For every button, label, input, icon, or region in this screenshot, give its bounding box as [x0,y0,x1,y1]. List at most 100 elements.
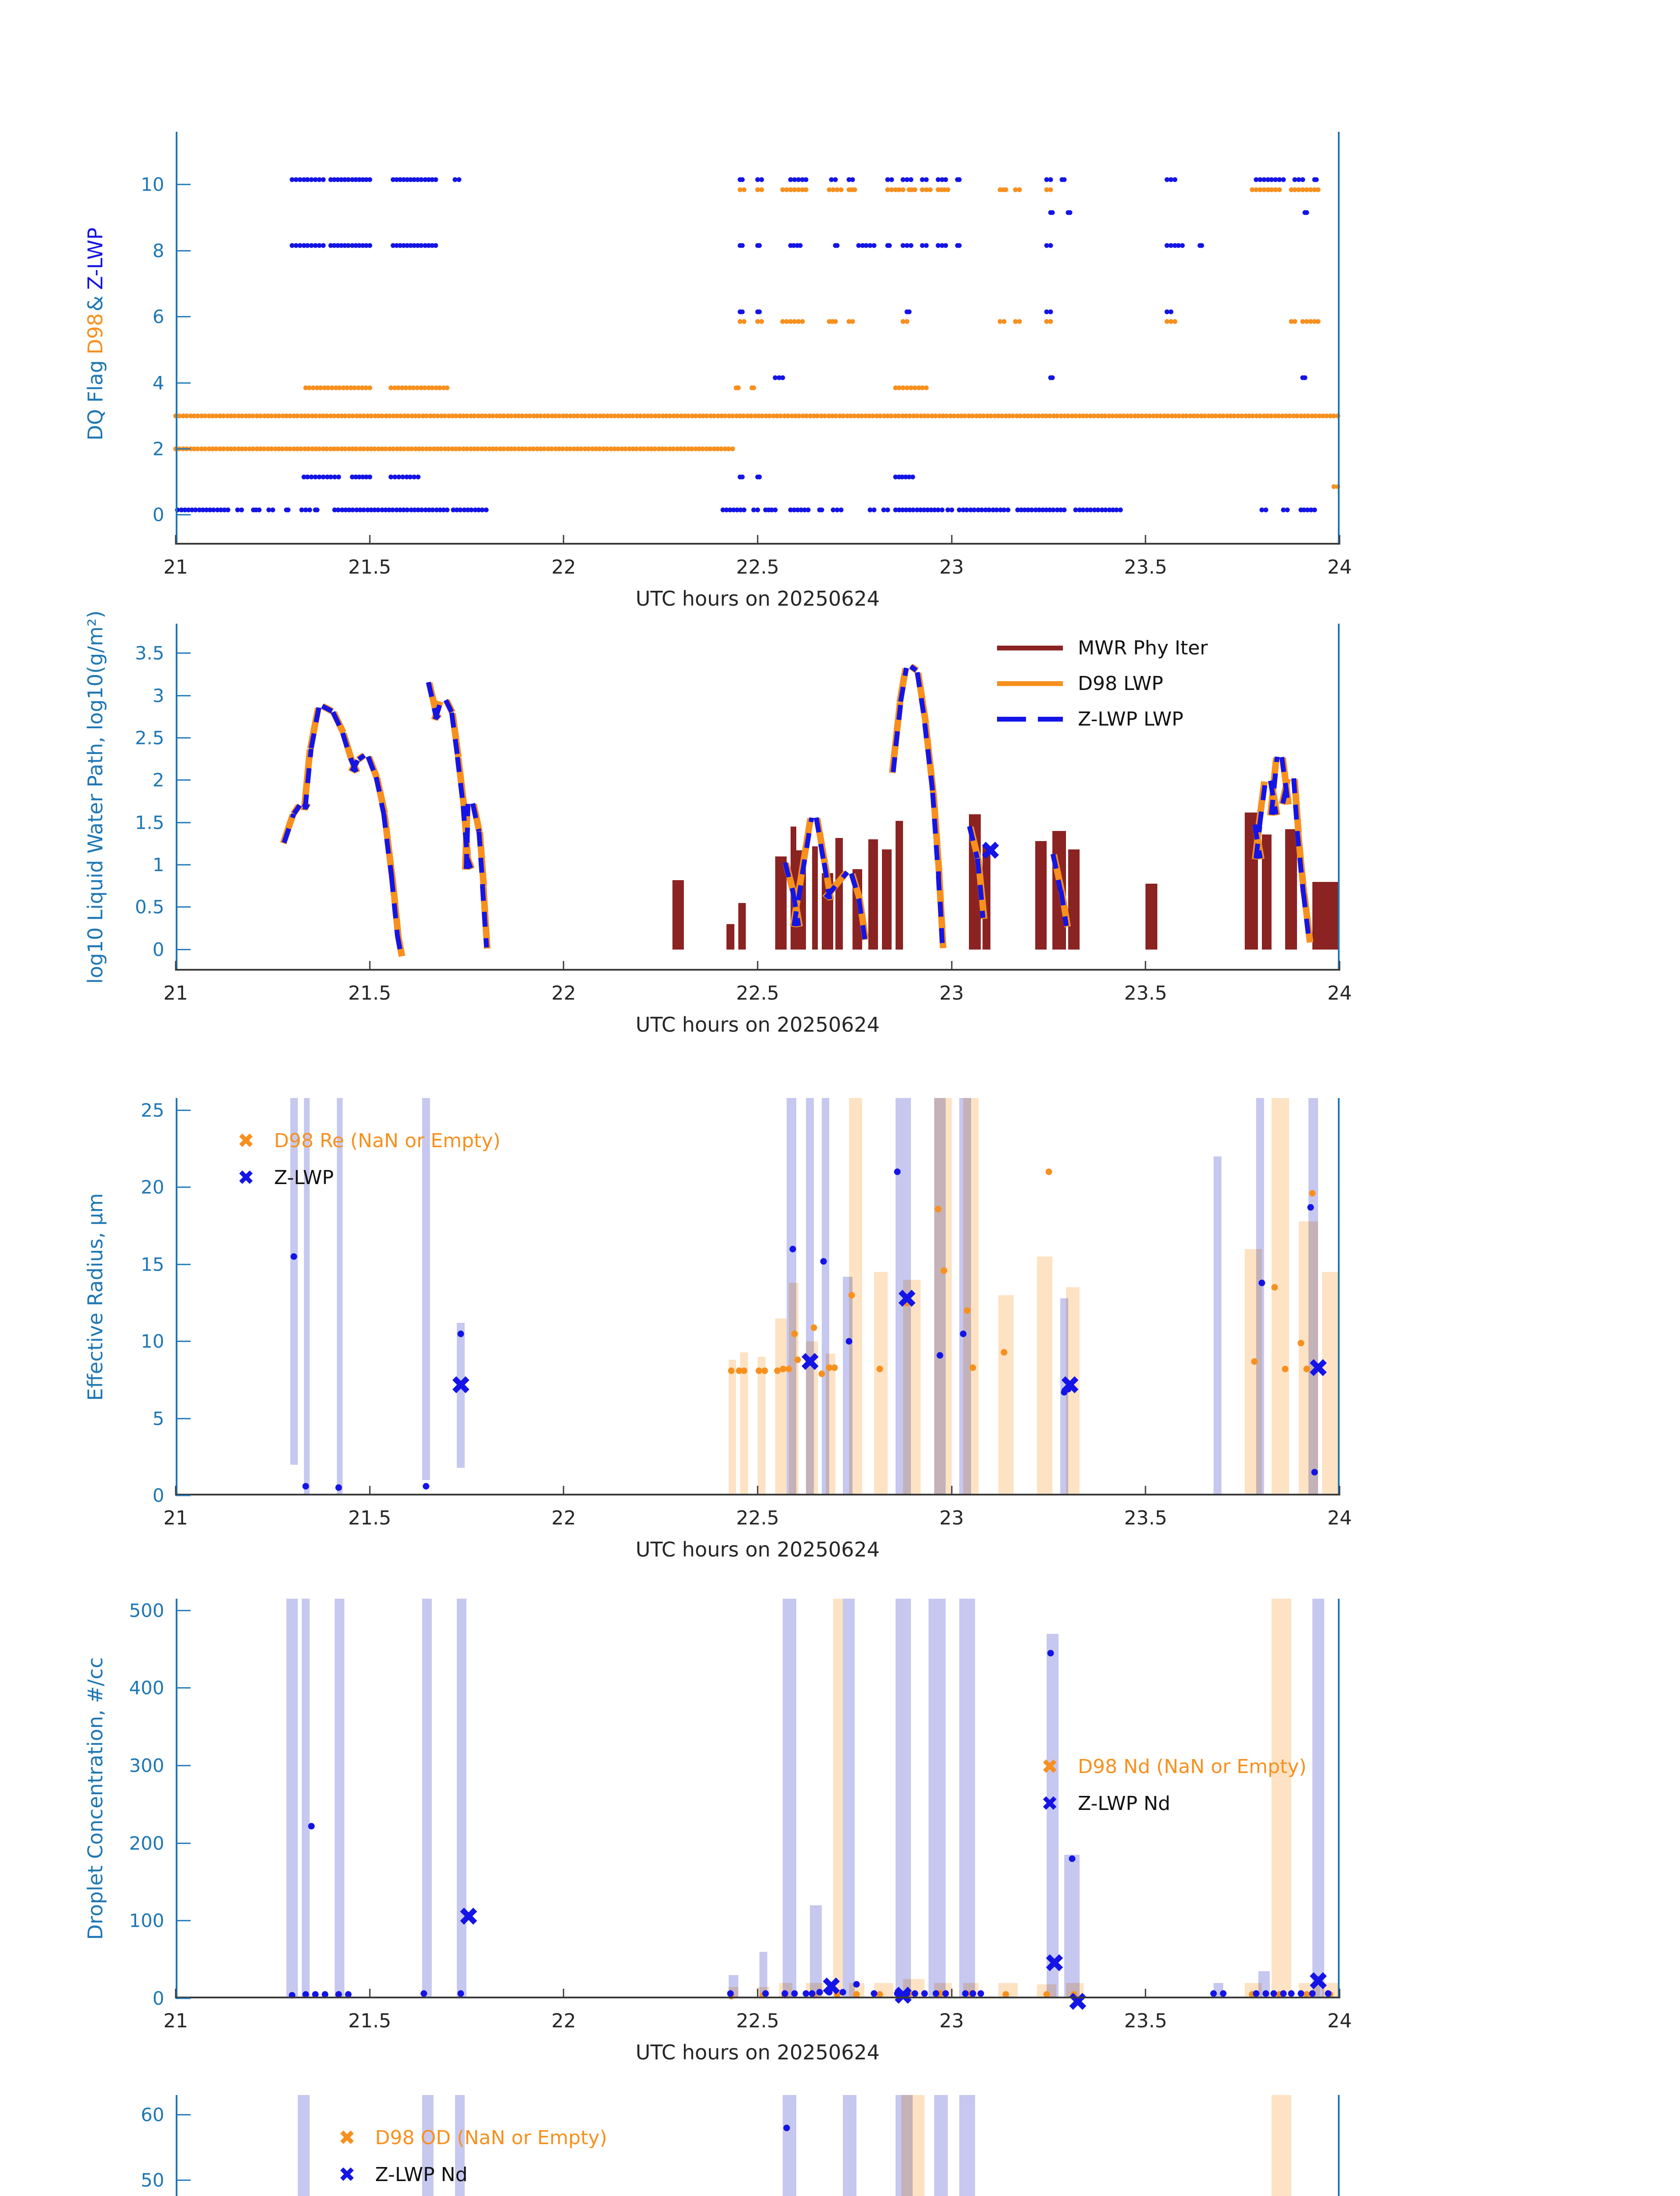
dq-flag-dot [317,243,322,248]
dq-flag-dot [498,413,503,419]
dq-flag-dot [415,385,420,390]
y-tick-mark [176,316,191,318]
dq-flag-dot [239,446,245,451]
dq-flag-dot [686,446,691,451]
dq-flag-dot [376,507,381,513]
dq-flag-dot [671,413,676,419]
uncertainty-band [833,1599,843,1998]
lwp-line-zlwp [893,731,900,747]
dq-flag-dot [767,413,772,419]
uncertainty-band [959,1599,975,1998]
y-tick-label: 500 [129,1600,164,1621]
dq-flag-dot [383,507,388,513]
dq-flag-dot [531,446,536,451]
dq-flag-dot [340,507,345,513]
dq-flag-dot [434,385,439,390]
dq-flag-dot [1302,375,1307,380]
dq-flag-dot [310,446,315,451]
axis-spine-right [1338,1098,1340,1495]
dq-flag-dot [671,446,676,451]
dq-flag-dot [189,507,195,513]
dq-flag-dot [1261,413,1267,419]
dq-flag-dot [1077,413,1082,419]
dq-flag-dot [959,413,964,419]
legend-swatch-dash [997,717,1063,722]
legend-item-0: MWR Phy Iter [997,637,1208,659]
dq-flag-dot [328,243,333,248]
dq-flag-dot [800,187,805,192]
dq-flag-dot [1312,507,1317,513]
dq-flag-dot [392,474,397,480]
dq-flag-dot [1102,413,1108,419]
lwp-line-zlwp [478,857,484,873]
dq-flag-dot [332,413,337,419]
dq-flag-dot [419,243,424,248]
dq-flag-dot [1136,413,1141,419]
dq-flag-dot [221,413,226,419]
dq-flag-dot [908,385,914,390]
dq-flag-dot [357,474,362,480]
dq-flag-dot [593,446,599,451]
dq-flag-dot [904,177,910,182]
dq-flag-dot [262,413,267,419]
dq-flag-dot [426,177,431,182]
dq-flag-dot [1044,187,1049,192]
legend-label: D98 Re (NaN or Empty) [274,1129,501,1152]
dq-flag-dot [736,385,741,390]
dq-flag-dot [933,413,938,419]
dq-flag-dot [307,507,312,513]
dq-flag-dot [798,507,804,513]
dq-flag-dot [1225,413,1230,419]
dq-flag-dot [1273,187,1278,192]
dq-flag-dot [936,243,941,248]
dq-flag-dot [342,177,347,182]
data-point [940,1267,947,1274]
dq-flag-dot [458,507,463,513]
dq-flag-dot [505,413,510,419]
dq-flag-dot [476,507,481,513]
y-tick-label: 2.5 [135,727,164,749]
dq-flag-dot [291,413,296,419]
plot-area-droplet-concentration: ✖ ✖ ✖ ✖ ✖ ✖ 0 100 200 300 400 500 21 21.5 22 22.5 23 23.5… [129,1599,1352,2032]
dq-flag-dot [379,413,385,419]
dq-flag-dot [904,319,910,324]
y-tick-label: 0 [152,504,164,526]
dq-flag-dot [1277,177,1282,182]
dq-flag-dot [974,413,979,419]
y-tick-mark [176,1340,191,1342]
dq-flag-dot [207,507,213,513]
dq-flag-dot [1050,375,1055,380]
dq-flag-dot [317,177,322,182]
dq-flag-dot [831,507,836,513]
dq-flag-dot [939,177,945,182]
dq-flag-dot [291,446,296,451]
data-point [894,1168,901,1175]
dq-flag-dot [397,177,403,182]
y-tick-mark [176,514,191,516]
dq-flag-dot [344,385,350,390]
dq-flag-dot [763,507,768,513]
dq-flag-dot [254,446,260,451]
dq-flag-dot [309,177,314,182]
dq-flag-dot [878,413,883,419]
dq-flag-dot [468,413,473,419]
dq-flag-dot [549,446,554,451]
dq-flag-dot [461,446,466,451]
dq-flag-dot [387,507,392,513]
dq-flag-dot [1029,507,1034,513]
y-tick-mark [176,448,191,450]
dq-flag-dot [254,413,260,419]
dq-flag-dot [419,385,424,390]
dq-flag-dot [435,446,440,451]
dq-flag-dot [490,413,495,419]
dq-flag-dot [339,413,344,419]
y-tick-label: 0 [152,939,164,961]
data-point [457,1330,464,1337]
dq-flag-dot [228,446,234,451]
dq-flag-dot [784,187,789,192]
dq-flag-dot [924,385,929,390]
dq-flag-dot [464,446,470,451]
dq-flag-dot [1276,413,1281,419]
data-point [312,1991,319,1998]
